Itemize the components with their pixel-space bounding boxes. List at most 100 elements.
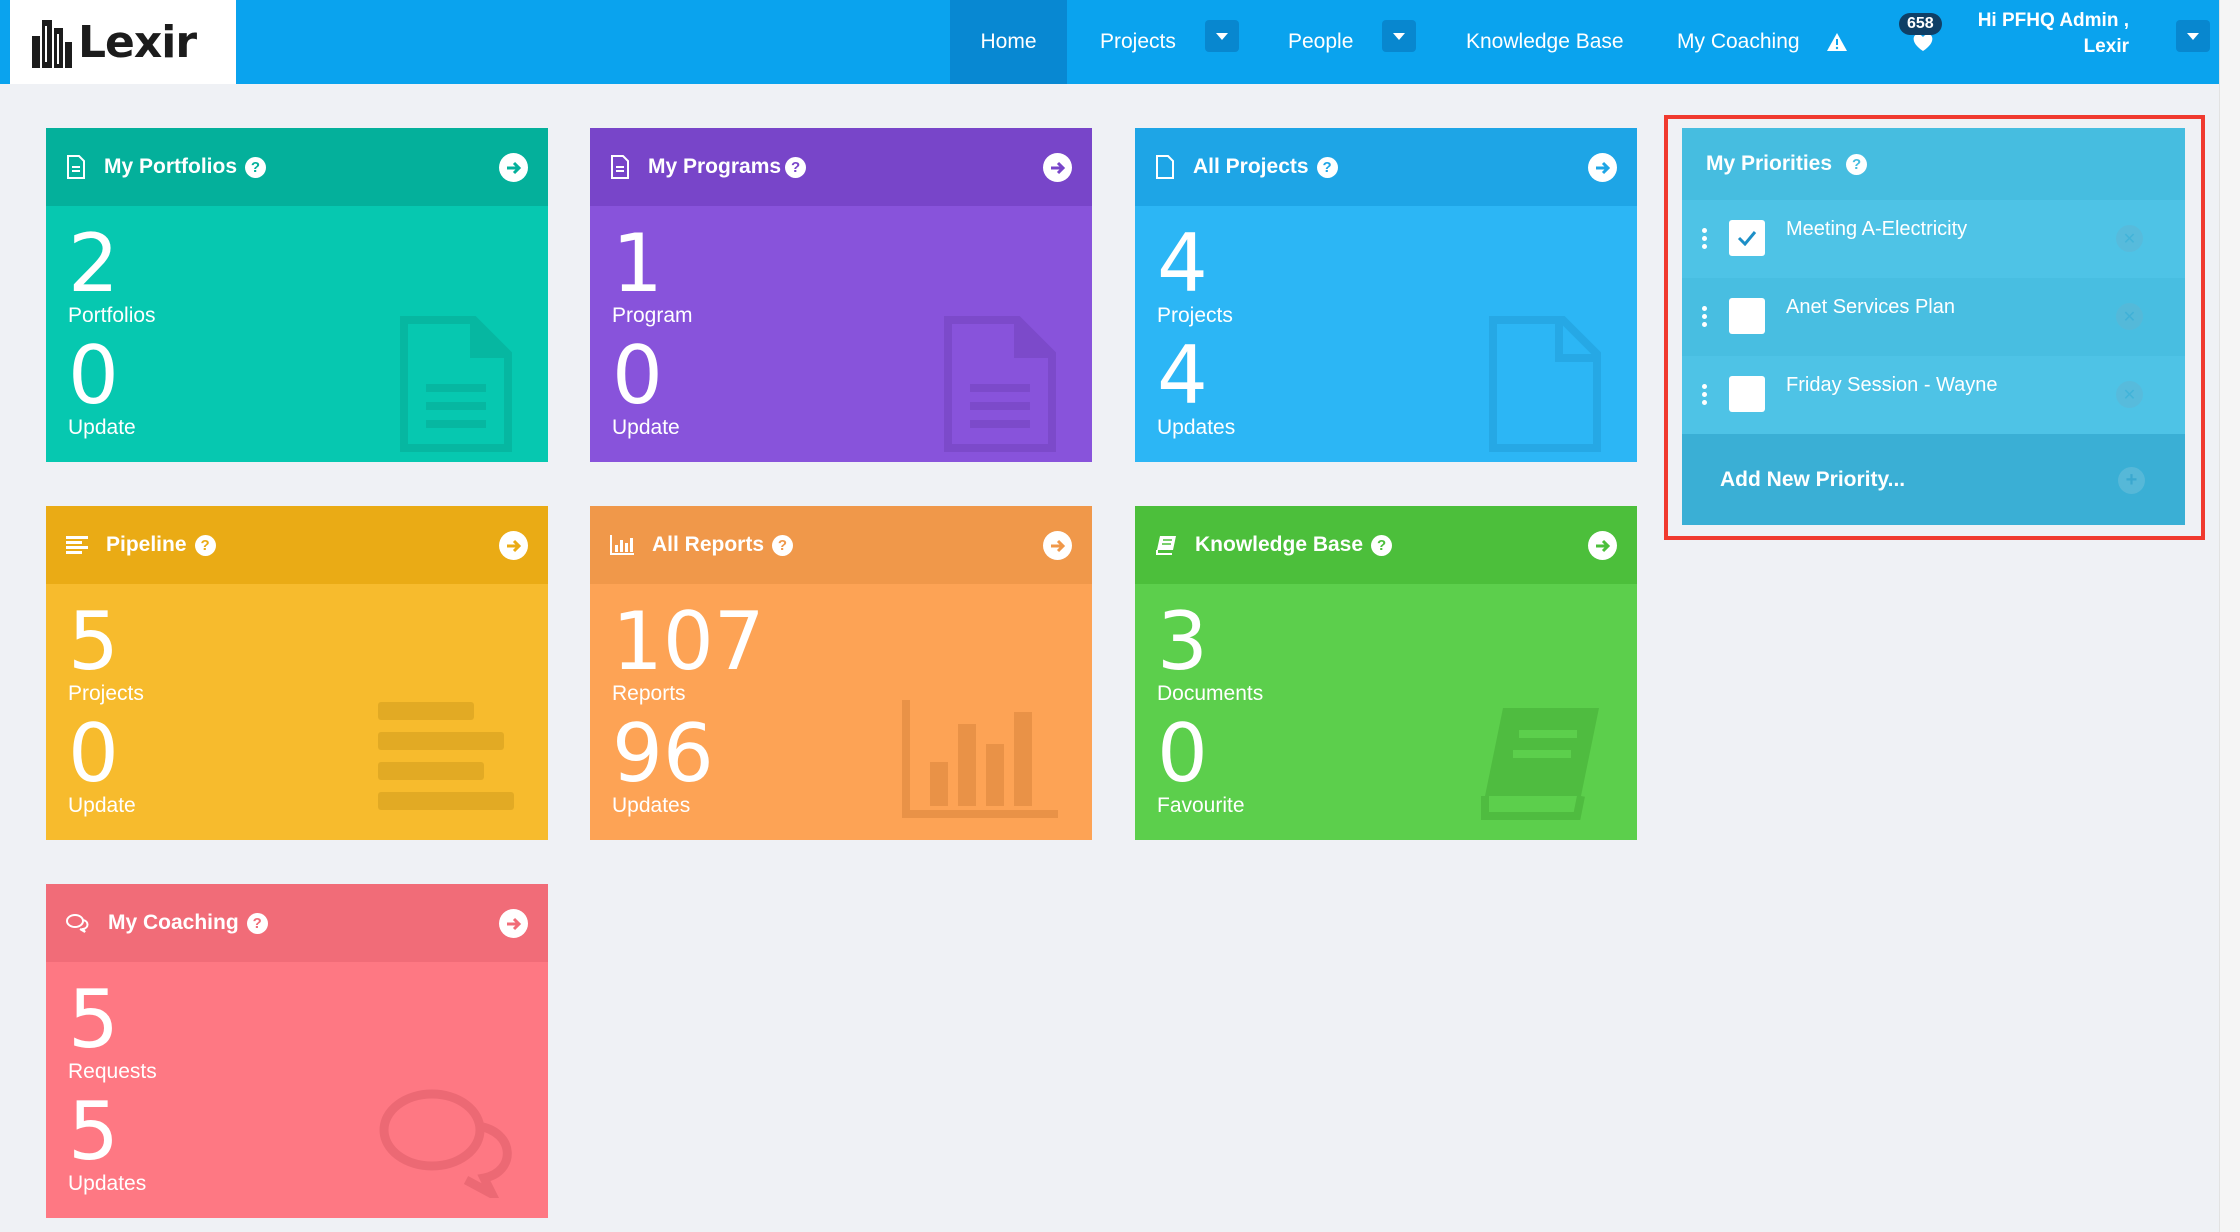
card-header: Knowledge Base ? <box>1135 506 1637 584</box>
report-update-count: 96 <box>612 707 714 800</box>
nav-my-coaching[interactable]: My Coaching <box>1677 30 1800 53</box>
book-watermark-icon <box>1481 708 1599 820</box>
card-header: Pipeline ? <box>46 506 548 584</box>
project-label: Projects <box>1157 304 1233 327</box>
remove-icon[interactable]: ✕ <box>2116 225 2143 252</box>
card-header: My Programs ? <box>590 128 1092 206</box>
nav-people[interactable]: People <box>1288 30 1354 53</box>
card-pipeline: Pipeline ? 5 Projects 0 Update <box>46 506 548 840</box>
nav-knowledge-base[interactable]: Knowledge Base <box>1466 30 1624 53</box>
building-logo-icon <box>32 20 72 68</box>
my-priorities-panel: My Priorities ? Meeting A-Electricity ✕ … <box>1682 128 2185 525</box>
help-icon[interactable]: ? <box>1371 534 1393 556</box>
card-title[interactable]: All Projects <box>1193 155 1309 178</box>
program-update-label: Update <box>612 416 680 439</box>
help-icon[interactable]: ? <box>1316 156 1338 178</box>
page-scrollbar[interactable] <box>2219 0 2240 1232</box>
coaching-update-count: 5 <box>68 1085 119 1178</box>
card-header: All Projects ? <box>1135 128 1637 206</box>
notification-count-badge: 658 <box>1899 13 1942 35</box>
priority-label: Friday Session - Wayne <box>1786 374 1998 396</box>
brand-name: Lexir <box>78 16 197 68</box>
pipeline-update-count: 0 <box>68 707 119 800</box>
priority-item[interactable]: Meeting A-Electricity ✕ <box>1682 200 2185 278</box>
drag-handle-icon[interactable] <box>1702 228 1708 252</box>
card-body: 3 Documents 0 Favourite <box>1135 584 1637 840</box>
user-greeting[interactable]: Hi PFHQ Admin , Lexir <box>1978 8 2129 60</box>
arrow-right-icon[interactable] <box>499 153 528 182</box>
portfolio-count: 2 <box>68 217 119 310</box>
card-title[interactable]: Pipeline <box>106 533 187 556</box>
favourite-label: Favourite <box>1157 794 1245 817</box>
help-icon[interactable]: ? <box>245 156 267 178</box>
program-label: Program <box>612 304 693 327</box>
priority-checkbox[interactable] <box>1729 220 1765 256</box>
user-greeting-line2: Lexir <box>2083 36 2129 57</box>
top-navbar: Lexir Home Projects People Knowledge Bas… <box>0 0 2219 84</box>
file-icon <box>1156 155 1174 179</box>
projects-dropdown-button[interactable] <box>1205 20 1239 52</box>
align-left-watermark-icon <box>378 702 514 810</box>
card-body: 2 Portfolios 0 Update <box>46 206 548 462</box>
card-title[interactable]: My Programs <box>648 155 782 178</box>
chevron-down-icon <box>1216 32 1228 40</box>
card-my-programs: My Programs ? 1 Program 0 Update <box>590 128 1092 462</box>
card-my-portfolios: My Portfolios ? 2 Portfolios 0 Update <box>46 128 548 462</box>
priority-item[interactable]: Friday Session - Wayne ✕ <box>1682 356 2185 434</box>
notifications-button[interactable] <box>1912 12 1934 72</box>
help-icon[interactable]: ? <box>1846 153 1868 175</box>
arrow-right-icon[interactable] <box>1588 531 1617 560</box>
priorities-header: My Priorities ? <box>1682 128 2185 200</box>
card-title[interactable]: My Coaching <box>108 911 239 934</box>
people-dropdown-button[interactable] <box>1382 20 1416 52</box>
card-title[interactable]: My Portfolios <box>104 155 238 178</box>
card-knowledge-base: Knowledge Base ? 3 Documents 0 Favourite <box>1135 506 1637 840</box>
priority-checkbox[interactable] <box>1729 298 1765 334</box>
program-update-count: 0 <box>612 329 663 422</box>
nav-projects[interactable]: Projects <box>1100 30 1176 53</box>
priority-checkbox[interactable] <box>1729 376 1765 412</box>
arrow-right-icon[interactable] <box>1588 153 1617 182</box>
remove-icon[interactable]: ✕ <box>2116 381 2143 408</box>
card-body: 5 Projects 0 Update <box>46 584 548 840</box>
help-icon[interactable]: ? <box>785 156 807 178</box>
nav-home[interactable]: Home <box>950 0 1067 84</box>
add-new-priority-label: Add New Priority... <box>1720 467 1906 491</box>
favourite-count: 0 <box>1157 707 1208 800</box>
logo[interactable]: Lexir <box>10 0 236 84</box>
document-watermark-icon <box>400 316 512 452</box>
arrow-right-icon[interactable] <box>499 909 528 938</box>
add-new-priority-button[interactable]: Add New Priority... + <box>1682 434 2185 525</box>
drag-handle-icon[interactable] <box>1702 384 1708 408</box>
drag-handle-icon[interactable] <box>1702 306 1708 330</box>
project-update-count: 4 <box>1157 329 1208 422</box>
plus-icon[interactable]: + <box>2118 467 2145 494</box>
user-greeting-line1: Hi PFHQ Admin , <box>1977 10 2129 31</box>
priority-item[interactable]: Anet Services Plan ✕ <box>1682 278 2185 356</box>
checkmark-icon <box>1737 231 1757 246</box>
card-title[interactable]: All Reports <box>652 533 765 556</box>
remove-icon[interactable]: ✕ <box>2116 303 2143 330</box>
book-icon <box>1156 536 1176 555</box>
alerts-button[interactable] <box>1826 0 1848 84</box>
card-title[interactable]: Knowledge Base <box>1195 533 1364 556</box>
project-count: 4 <box>1157 217 1208 310</box>
help-icon[interactable]: ? <box>772 534 794 556</box>
user-menu-dropdown-button[interactable] <box>2176 20 2210 52</box>
help-icon[interactable]: ? <box>194 534 216 556</box>
report-label: Reports <box>612 682 686 705</box>
project-update-label: Updates <box>1157 416 1236 439</box>
card-all-reports: All Reports ? 107 Reports 96 Updates <box>590 506 1092 840</box>
bar-chart-watermark-icon <box>902 700 1058 818</box>
chat-bubbles-watermark-icon <box>379 1089 512 1198</box>
arrow-right-icon[interactable] <box>1043 531 1072 560</box>
heart-icon <box>1913 34 1933 51</box>
coaching-update-label: Updates <box>68 1172 147 1195</box>
help-icon[interactable]: ? <box>246 912 268 934</box>
card-body: 4 Projects 4 Updates <box>1135 206 1637 462</box>
pipeline-update-label: Update <box>68 794 136 817</box>
card-header: My Coaching ? <box>46 884 548 962</box>
arrow-right-icon[interactable] <box>1043 153 1072 182</box>
card-header: All Reports ? <box>590 506 1092 584</box>
arrow-right-icon[interactable] <box>499 531 528 560</box>
